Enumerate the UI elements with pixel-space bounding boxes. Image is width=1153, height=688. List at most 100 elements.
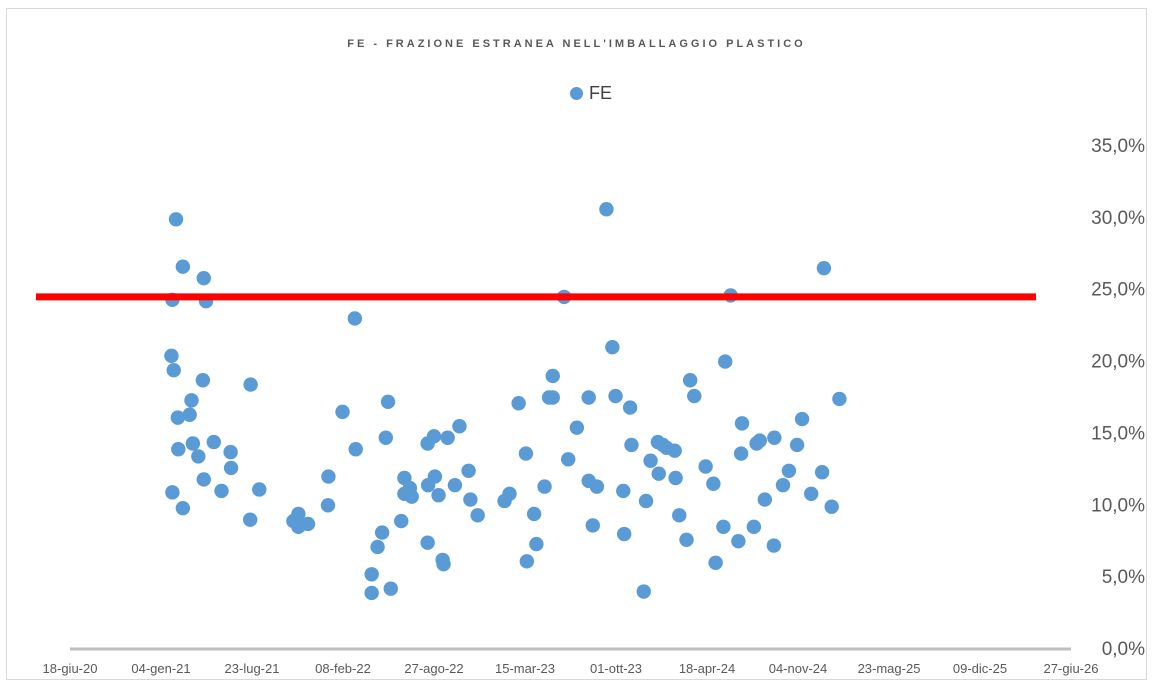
data-point — [206, 434, 221, 450]
data-point — [171, 442, 186, 457]
x-tick-label: 27-ago-22 — [404, 661, 463, 676]
data-point — [519, 554, 535, 569]
data-point — [518, 446, 534, 461]
data-point — [374, 525, 390, 540]
y-tick-label: 25,0% — [1091, 280, 1145, 301]
data-point — [380, 394, 396, 410]
data-point — [364, 567, 379, 582]
x-tick-label: 23-lug-21 — [225, 661, 280, 676]
data-point — [706, 476, 721, 491]
data-point — [585, 518, 600, 533]
x-tick-label: 27-giu-26 — [1044, 661, 1099, 676]
data-point — [718, 354, 733, 369]
data-point — [175, 259, 191, 274]
data-point — [636, 584, 651, 599]
data-point — [383, 581, 398, 596]
data-point — [545, 368, 560, 384]
x-tick-label: 08-feb-22 — [315, 661, 371, 676]
x-tick-label: 23-mag-25 — [858, 661, 921, 676]
data-point — [347, 311, 363, 326]
y-tick-label: 5,0% — [1102, 567, 1145, 588]
data-point — [426, 429, 442, 444]
chart-title: FE - FRAZIONE ESTRANEA NELL'IMBALLAGGIO … — [347, 38, 806, 50]
data-point — [364, 585, 379, 601]
data-point — [731, 534, 746, 549]
data-point — [781, 463, 797, 478]
data-point — [687, 388, 702, 404]
data-point — [816, 260, 832, 276]
data-point — [608, 388, 623, 404]
data-point — [824, 499, 839, 514]
data-point — [166, 362, 181, 378]
data-point — [191, 449, 206, 464]
data-point — [223, 444, 238, 460]
data-point — [470, 508, 485, 523]
data-point — [196, 472, 211, 487]
data-point — [463, 492, 478, 507]
data-point — [757, 492, 772, 507]
data-point — [708, 555, 723, 570]
data-point — [214, 483, 229, 499]
y-tick-label: 10,0% — [1091, 495, 1145, 516]
y-tick-label: 35,0% — [1091, 136, 1145, 157]
data-point — [599, 202, 614, 217]
data-point — [348, 442, 363, 457]
data-point — [537, 479, 552, 494]
data-point — [775, 477, 791, 493]
data-point — [440, 430, 455, 445]
data-point — [616, 483, 631, 499]
data-point — [502, 486, 517, 501]
x-tick-label: 18-apr-24 — [679, 661, 735, 676]
data-point — [589, 479, 605, 494]
data-point — [668, 470, 683, 486]
data-point — [394, 513, 409, 529]
data-point — [624, 437, 639, 453]
data-point — [651, 466, 666, 481]
data-point — [378, 430, 393, 445]
data-point — [195, 373, 211, 388]
x-tick-label: 09-dic-25 — [953, 661, 1007, 676]
legend-marker-fe — [570, 87, 583, 100]
data-point — [616, 526, 632, 542]
data-point — [182, 407, 197, 422]
data-point — [672, 508, 687, 523]
data-point — [526, 506, 542, 522]
y-tick-label: 15,0% — [1091, 423, 1145, 444]
data-point — [447, 477, 463, 493]
data-point — [252, 482, 267, 497]
data-point — [243, 377, 258, 392]
y-tick-label: 0,0% — [1102, 639, 1145, 660]
data-point — [766, 538, 782, 553]
data-point — [511, 396, 526, 411]
data-point — [767, 430, 782, 445]
data-point — [789, 437, 805, 453]
legend: FE — [570, 83, 612, 104]
data-point — [581, 390, 596, 405]
data-point — [734, 416, 750, 431]
data-point — [716, 519, 731, 535]
data-point — [752, 433, 767, 448]
data-point — [605, 340, 620, 355]
x-tick-label: 01-ott-23 — [590, 661, 642, 676]
data-point — [404, 489, 419, 504]
data-point — [420, 535, 435, 550]
data-point — [733, 446, 749, 461]
data-point — [291, 506, 306, 522]
data-point — [461, 463, 476, 478]
data-point — [622, 400, 638, 415]
data-point — [803, 486, 819, 501]
x-tick-label: 04-nov-24 — [769, 661, 828, 676]
data-point — [165, 485, 180, 500]
data-point — [814, 465, 830, 480]
data-point — [561, 452, 576, 467]
data-point — [452, 419, 467, 434]
data-point — [682, 373, 698, 388]
data-point — [196, 271, 211, 286]
legend-label-fe: FE — [589, 83, 613, 103]
x-tick-label: 18-giu-20 — [43, 661, 98, 676]
data-point — [667, 443, 682, 458]
chart-area — [6, 8, 1147, 680]
data-point — [431, 488, 446, 503]
data-point — [832, 391, 847, 407]
data-point — [300, 516, 316, 532]
